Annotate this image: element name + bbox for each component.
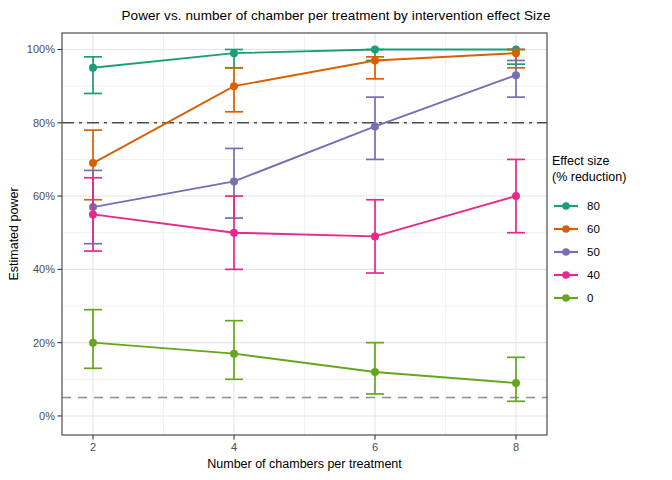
- series-point-60: [512, 49, 520, 57]
- legend-key-icon: [552, 268, 580, 282]
- legend-entry-label: 0: [587, 292, 593, 304]
- x-tick-label: 4: [231, 441, 237, 453]
- y-tick-label: 100%: [27, 43, 55, 55]
- series-point-50: [512, 71, 520, 79]
- series-point-50: [371, 122, 379, 130]
- legend-entry-label: 60: [587, 223, 600, 235]
- series-point-50: [230, 177, 238, 185]
- legend-key-point: [562, 202, 570, 210]
- series-point-40: [230, 229, 238, 237]
- legend: Effect size (% reduction) 80 60 50 40 0: [552, 153, 626, 310]
- legend-entry-40: 40: [552, 264, 626, 287]
- series-point-40: [512, 192, 520, 200]
- legend-key-icon: [552, 199, 580, 213]
- legend-key-icon: [552, 245, 580, 259]
- legend-entry-0: 0: [552, 287, 626, 310]
- legend-key-point: [562, 225, 570, 233]
- legend-key-point: [562, 248, 570, 256]
- chart-title: Power vs. number of chamber per treatmen…: [0, 8, 672, 23]
- legend-entry-label: 40: [587, 269, 600, 281]
- legend-entry-60: 60: [552, 218, 626, 241]
- y-axis-title: Estimated power: [7, 187, 21, 280]
- legend-key-point: [562, 294, 570, 302]
- series-point-40: [89, 210, 97, 218]
- y-tick-label: 40%: [33, 263, 55, 275]
- legend-entry-80: 80: [552, 195, 626, 218]
- series-point-80: [89, 64, 97, 72]
- legend-entry-50: 50: [552, 241, 626, 264]
- y-tick-label: 0%: [39, 410, 55, 422]
- series-point-80: [371, 45, 379, 53]
- legend-title: Effect size (% reduction): [552, 153, 626, 186]
- legend-entries: 80 60 50 40 0: [552, 195, 626, 310]
- legend-entry-label: 80: [587, 200, 600, 212]
- legend-key-icon: [552, 291, 580, 305]
- series-point-40: [371, 232, 379, 240]
- legend-title-line1: Effect size: [552, 153, 626, 169]
- series-point-0: [89, 339, 97, 347]
- series-point-0: [230, 350, 238, 358]
- x-tick-label: 2: [90, 441, 96, 453]
- legend-key-icon: [552, 222, 580, 236]
- y-tick-label: 60%: [33, 190, 55, 202]
- series-point-60: [89, 159, 97, 167]
- series-point-0: [371, 368, 379, 376]
- y-tick-label: 20%: [33, 337, 55, 349]
- y-tick-label: 80%: [33, 117, 55, 129]
- series-point-0: [512, 379, 520, 387]
- x-tick-label: 8: [513, 441, 519, 453]
- legend-key-point: [562, 271, 570, 279]
- legend-title-line2: (% reduction): [552, 169, 626, 185]
- series-point-60: [230, 82, 238, 90]
- series-point-80: [230, 49, 238, 57]
- series-point-60: [371, 56, 379, 64]
- x-axis-title: Number of chambers per treatment: [62, 457, 547, 471]
- legend-entry-label: 50: [587, 246, 600, 258]
- x-tick-label: 6: [372, 441, 378, 453]
